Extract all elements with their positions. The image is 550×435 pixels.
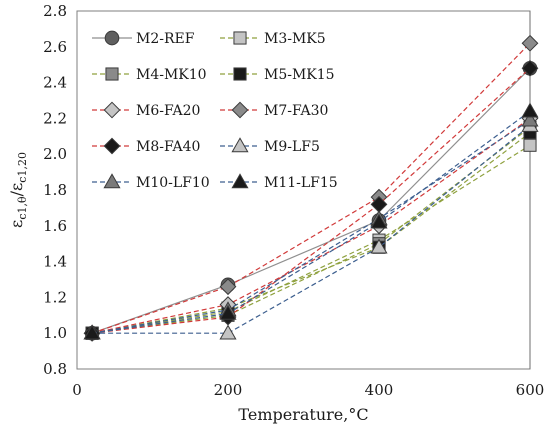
legend-marker [103,101,121,119]
series-line [92,110,531,334]
data-point [523,138,537,152]
x-tick-label: 0 [72,381,82,399]
legend-marker [231,173,249,189]
x-axis-ticks: 0 200 400 600 [72,381,544,399]
legend-marker [233,67,247,81]
legend-marker [105,67,119,81]
legend-label: M4-MK10 [136,67,207,83]
y-axis-ticks: 0.8 1.0 1.2 1.4 1.6 1.8 2.0 2.2 2.4 2.6 2.8 [43,2,67,378]
legend-label: M3-MK5 [264,31,326,47]
y-tick-label: 2.8 [43,2,67,20]
y-tick-label: 2.2 [43,109,67,127]
data-point [219,304,237,320]
legend-item: M4-MK10 [92,67,207,83]
legend-marker [103,137,121,155]
data-point [521,59,539,77]
series-line [92,144,531,334]
y-tick-label: 1.6 [43,217,67,235]
y-axis-title-sub2: c1,20 [16,152,29,183]
y-tick-label: 1.4 [43,253,67,271]
series-m5-mk15 [85,126,537,340]
legend-item: M5-MK15 [220,67,335,83]
y-tick-label: 1.8 [43,181,67,199]
data-point [521,102,539,118]
legend-label: M7-FA30 [264,103,328,119]
y-tick-label: 0.8 [43,360,67,378]
legend-item: M9-LF5 [220,137,320,155]
series-line [92,67,531,334]
x-tick-label: 400 [365,381,394,399]
y-axis-title-sep: /ε [7,183,26,197]
series-line [92,125,531,334]
legend-label: M8-FA40 [136,139,200,155]
legend-item: M7-FA30 [220,101,328,119]
data-point [370,213,388,229]
series-line [92,126,531,334]
legend-item: M11-LF15 [220,173,338,191]
legend-label: M9-LF5 [264,139,320,155]
series-line [91,117,531,334]
data-point [219,278,237,296]
data-point [219,324,237,340]
legend-label: M11-LF15 [264,175,338,191]
y-axis-title-sub1: c1,θ [16,196,29,220]
legend-label: M5-MK15 [264,67,335,83]
y-tick-label: 2.0 [43,145,67,163]
y-axis-title: εc1,θ/εc1,20 [7,152,29,228]
y-axis-title-main: ε [7,220,26,228]
series-line [91,119,531,334]
legend-marker [104,30,120,46]
legend-marker [231,101,249,119]
legend-label: M10-LF10 [136,175,210,191]
legend: M2-REF M3-MK5 M4-MK10 M5-MK15 M6-FA20 M7-FA30… [92,30,338,191]
data-point [521,34,539,52]
legend-label: M6-FA20 [136,103,200,119]
series-line [91,67,531,334]
y-tick-label: 2.4 [43,74,67,92]
legend-marker [233,31,247,45]
legend-item: M3-MK5 [220,31,326,47]
x-tick-label: 600 [516,381,545,399]
series-line [91,42,531,334]
legend-marker [231,137,249,153]
series-line [91,132,531,334]
series-m11-lf15 [83,102,539,340]
legend-label: M2-REF [136,31,195,47]
data-point [521,111,539,127]
legend-marker [103,173,121,189]
legend-item: M2-REF [92,30,195,47]
y-tick-label: 1.0 [43,324,67,342]
y-tick-label: 1.2 [43,288,67,306]
data-point [83,324,101,340]
x-tick-label: 200 [214,381,243,399]
legend-item: M10-LF10 [92,173,210,191]
y-tick-label: 2.6 [43,38,67,56]
legend-item: M8-FA40 [92,137,200,155]
series-m3-mk5 [85,138,537,340]
data-point [370,238,388,254]
series-layer [83,34,539,342]
legend-item: M6-FA20 [92,101,200,119]
x-axis-title: Temperature,°C [238,405,368,424]
